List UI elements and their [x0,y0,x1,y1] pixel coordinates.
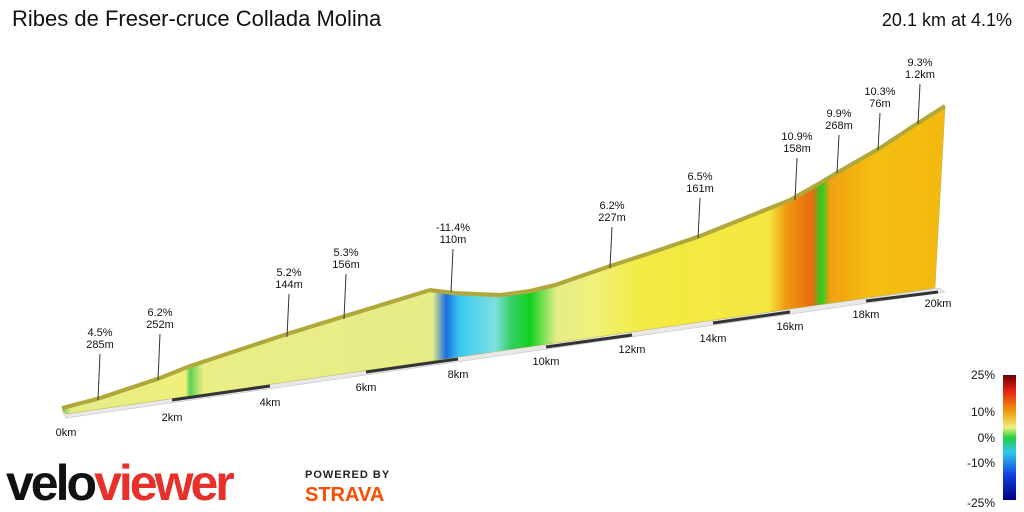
legend-label: -10% [967,456,995,470]
segment-markers [865,290,939,303]
annotation-leader [877,112,881,151]
annotation-length: 227m [598,212,626,224]
legend-label: 10% [971,405,995,419]
distance-label: 14km [700,333,727,345]
annotation-leader [917,83,921,125]
segment-markers [712,310,791,325]
annotation-grade: -11.4% [436,222,470,234]
segment-markers [545,333,633,349]
annotation-length: 1.2km [905,69,935,81]
annotation-length: 156m [332,259,360,271]
distance-label: 12km [619,344,646,356]
logo-viewer: viewer [94,455,234,511]
annotation-leader [157,333,161,381]
profile-top [61,104,947,410]
distance-label: 4km [260,397,281,409]
distance-label: 0km [56,427,77,439]
strava: STRAVA [305,484,384,506]
legend-label: 0% [978,431,996,445]
annotation-leader [97,353,101,401]
annotation-leader [609,226,613,269]
annotation-grade: 4.5% [87,327,112,339]
legend-bar [1003,375,1016,500]
annotation-grade: 6.5% [687,171,712,183]
distance-label: 18km [853,309,880,321]
annotation-length: 268m [825,120,853,132]
distance-label: 20km [925,298,952,310]
annotation-grade: 5.2% [276,267,301,279]
annotation-leader [343,273,347,320]
distance-label: 8km [448,369,469,381]
annotation-grade: 9.3% [907,57,932,69]
annotation-length: 158m [783,143,811,155]
annotation-length: 161m [686,183,714,195]
title: Ribes de Freser-cruce Collada Molina [12,6,382,31]
distance-label: 2km [162,412,183,424]
annotation-length: 110m [440,234,467,246]
summary: 20.1 km at 4.1% [882,10,1012,30]
segment-markers [365,357,459,374]
annotation-grade: 6.2% [599,200,624,212]
annotation-grade: 6.2% [147,307,172,319]
annotation-grade: 10.9% [781,131,812,143]
annotation-leader [286,293,290,338]
logo-velo: velo [6,455,96,511]
profile-face [61,107,946,415]
annotation-length: 285m [86,339,114,351]
annotation-length: 252m [146,319,174,331]
legend-label: -25% [967,496,995,510]
annotation-grade: 9.9% [826,108,851,120]
annotation-length: 144m [275,279,303,291]
annotation-leader [794,157,798,201]
distance-label: 6km [356,382,377,394]
annotation-grade: 10.3% [864,86,895,98]
powered-by: POWERED BY [305,469,390,481]
annotation-leader [450,248,454,293]
segment-markers [171,384,271,402]
distance-label: 16km [777,321,804,333]
annotation-leader [836,134,840,174]
annotation-length: 76m [869,98,890,110]
logo: veloviewer [6,455,234,511]
legend-label: 25% [971,368,995,382]
distance-label: 10km [533,356,560,368]
annotation-leader [697,197,701,239]
annotation-grade: 5.3% [333,247,358,259]
